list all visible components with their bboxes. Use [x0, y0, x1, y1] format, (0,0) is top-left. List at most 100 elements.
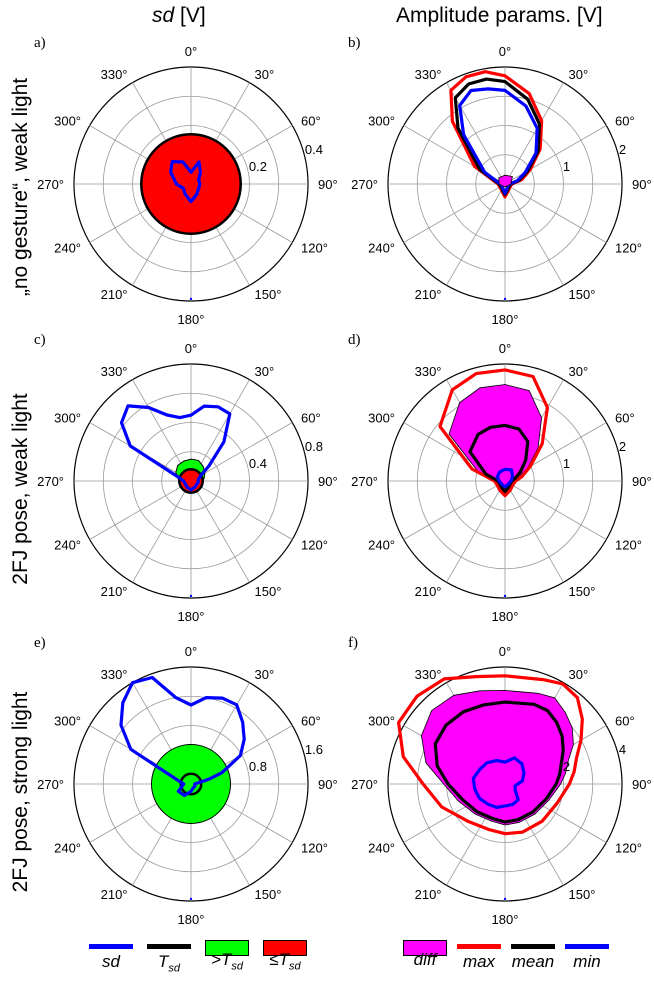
panel-e-angle-label-210: 210°	[101, 887, 128, 902]
panel-c-radial-tick-2: 0.8	[305, 439, 323, 454]
panel-e-radial-tick-2: 1.6	[305, 742, 323, 757]
panel-e-angle-label-30: 30°	[255, 667, 275, 682]
panel-d-series-min	[495, 467, 515, 489]
panel-e-angle-label-270: 270°	[37, 777, 64, 792]
left-column-title-symbol: sd	[152, 4, 175, 27]
legend-item-sd: sd	[88, 940, 134, 972]
panel-e-angle-label-330: 330°	[101, 667, 128, 682]
panel-c-bottom-marker	[189, 594, 193, 598]
panel-b-series-min	[458, 87, 539, 195]
panel-f-angle-label-60: 60°	[615, 714, 635, 729]
panel-d-angle-label-0: 0°	[499, 341, 511, 356]
panel-c-radial-tick-1: 0.4	[249, 456, 267, 471]
panel-e-angle-label-120: 120°	[301, 841, 328, 856]
panel-c-angle-label-0: 0°	[185, 341, 197, 356]
left-column-title: sd [V]	[152, 4, 206, 28]
panel-f-angle-label-210: 210°	[415, 887, 442, 902]
panel-a-angle-label-330: 330°	[101, 67, 128, 82]
polar-panel-f: 0° 30° 60° 90° 120° 150° 180° 210° 240° 270° 300° 3…	[348, 635, 652, 927]
panel-a-angle-label-120: 120°	[301, 241, 328, 256]
panel-f-angle-label-30: 30°	[569, 667, 589, 682]
panel-d-letter: d)	[348, 332, 361, 348]
panel-f-bottom-marker	[503, 897, 507, 901]
legend-label-min: min	[573, 952, 601, 971]
panel-b-angle-label-120: 120°	[615, 241, 642, 256]
legend-right: diff max mean min	[402, 940, 642, 984]
panel-d-angle-label-30: 30°	[569, 364, 589, 379]
panel-e-letter: e)	[34, 635, 46, 651]
panel-d-angle-label-300: 300°	[368, 411, 395, 426]
legend-item-above-threshold: >Tsd	[204, 940, 250, 972]
panel-f-angle-label-240: 240°	[368, 841, 395, 856]
panel-c-angle-label-150: 150°	[255, 584, 282, 599]
legend-label-diff: diff	[413, 950, 437, 969]
polar-panel-e: 0° 30° 60° 90° 120° 150° 180° 210° 240° 270° 300° 3…	[34, 635, 338, 927]
panel-a-angle-label-60: 60°	[301, 114, 321, 129]
panel-d-series-diff	[448, 384, 543, 492]
legend-item-below-threshold: ≤Tsd	[262, 940, 308, 972]
panel-c-angle-label-60: 60°	[301, 411, 321, 426]
panel-a-angle-label-0: 0°	[185, 44, 197, 59]
panel-f-angle-label-120: 120°	[615, 841, 642, 856]
right-column-title: Amplitude params. [V]	[396, 4, 603, 27]
panel-f-angle-label-330: 330°	[415, 667, 442, 682]
panel-f-angle-label-90: 90°	[632, 777, 652, 792]
panel-f-radial-tick-2: 4	[619, 742, 626, 757]
legend-label-max: max	[462, 952, 496, 971]
panel-e-angle-label-300: 300°	[54, 714, 81, 729]
panel-d-angle-label-90: 90°	[632, 474, 652, 489]
panel-f-radial-tick-1: 2	[563, 759, 570, 774]
panel-f-series-mean	[433, 700, 565, 824]
panel-e-series-sd	[119, 675, 246, 797]
panel-a-angle-label-300: 300°	[54, 114, 81, 129]
panel-f-series-max	[397, 674, 584, 836]
panel-a-angle-label-210: 210°	[101, 287, 128, 302]
panel-c-angle-label-90: 90°	[318, 474, 338, 489]
panel-a-angle-label-30: 30°	[255, 67, 275, 82]
panel-b-angle-label-150: 150°	[569, 287, 596, 302]
legend-left: sd Tsd >Tsd ≤Tsd	[88, 940, 328, 984]
panel-b-angle-label-90: 90°	[632, 177, 652, 192]
legend-swatch-diff	[403, 940, 447, 956]
panel-c-angle-label-330: 330°	[101, 364, 128, 379]
legend-item-diff: diff	[402, 940, 448, 970]
panel-d-series-mean	[468, 423, 530, 494]
panel-a-series-sd	[169, 160, 202, 204]
panel-a-angle-label-150: 150°	[255, 287, 282, 302]
panel-d-radial-tick-1: 1	[563, 456, 570, 471]
panel-b-series-diff	[498, 174, 513, 188]
legend-swatch-threshold	[147, 944, 191, 949]
panel-b-angle-label-180: 180°	[492, 312, 519, 327]
panel-b-radial-tick-1: 1	[563, 159, 570, 174]
panel-c-angle-label-210: 210°	[101, 584, 128, 599]
legend-label-above-threshold: >Tsd	[211, 950, 243, 973]
panel-f-angle-label-300: 300°	[368, 714, 395, 729]
panel-b-letter: b)	[348, 35, 361, 51]
panel-c-angle-label-300: 300°	[54, 411, 81, 426]
legend-swatch-below-threshold	[263, 940, 307, 956]
panel-b-radial-tick-2: 2	[619, 142, 626, 157]
panel-e-angle-label-240: 240°	[54, 841, 81, 856]
panel-d-angle-label-210: 210°	[415, 584, 442, 599]
panel-d-angle-label-150: 150°	[569, 584, 596, 599]
panel-a-letter: a)	[34, 35, 46, 51]
panel-d-angle-label-60: 60°	[615, 411, 635, 426]
legend-label-threshold: Tsd	[157, 952, 180, 975]
legend-swatch-min	[565, 944, 609, 949]
row-title-2: 2FJ pose, weak light	[9, 393, 32, 585]
panel-d-angle-label-270: 270°	[351, 474, 378, 489]
panel-e-bottom-marker	[189, 897, 193, 901]
panel-b-bottom-marker	[503, 297, 507, 301]
legend-swatch-sd	[89, 944, 133, 949]
panel-e-angle-label-90: 90°	[318, 777, 338, 792]
legend-swatch-above-threshold	[205, 940, 249, 956]
panel-d-angle-label-240: 240°	[368, 538, 395, 553]
panel-b-angle-label-270: 270°	[351, 177, 378, 192]
panel-b-angle-label-30: 30°	[569, 67, 589, 82]
panel-a-angle-label-270: 270°	[37, 177, 64, 192]
legend-label-sd: sd	[102, 952, 120, 971]
panel-d-angle-label-120: 120°	[615, 538, 642, 553]
polar-panel-b: 0° 30° 60° 90° 120° 150° 180° 210° 240° 270° 300° 3…	[348, 35, 652, 327]
panel-c-angle-label-270: 270°	[37, 474, 64, 489]
